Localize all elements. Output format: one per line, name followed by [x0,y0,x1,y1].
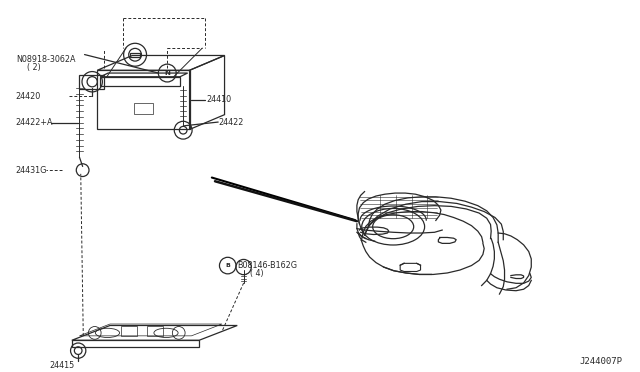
Text: 24422+A: 24422+A [16,118,53,127]
Text: J244007P: J244007P [579,357,622,366]
Text: N: N [164,70,170,76]
Text: ( 2): ( 2) [28,63,41,72]
Text: B08146-B162G: B08146-B162G [237,261,297,270]
Text: 24422: 24422 [219,118,244,127]
Text: ( 4): ( 4) [250,269,264,278]
Text: B: B [225,263,230,268]
Text: 24431G: 24431G [16,166,47,175]
Text: 24415: 24415 [49,361,75,370]
Text: 24410: 24410 [206,96,231,105]
Text: 24420: 24420 [16,92,41,101]
Text: N08918-3062A: N08918-3062A [16,55,76,64]
